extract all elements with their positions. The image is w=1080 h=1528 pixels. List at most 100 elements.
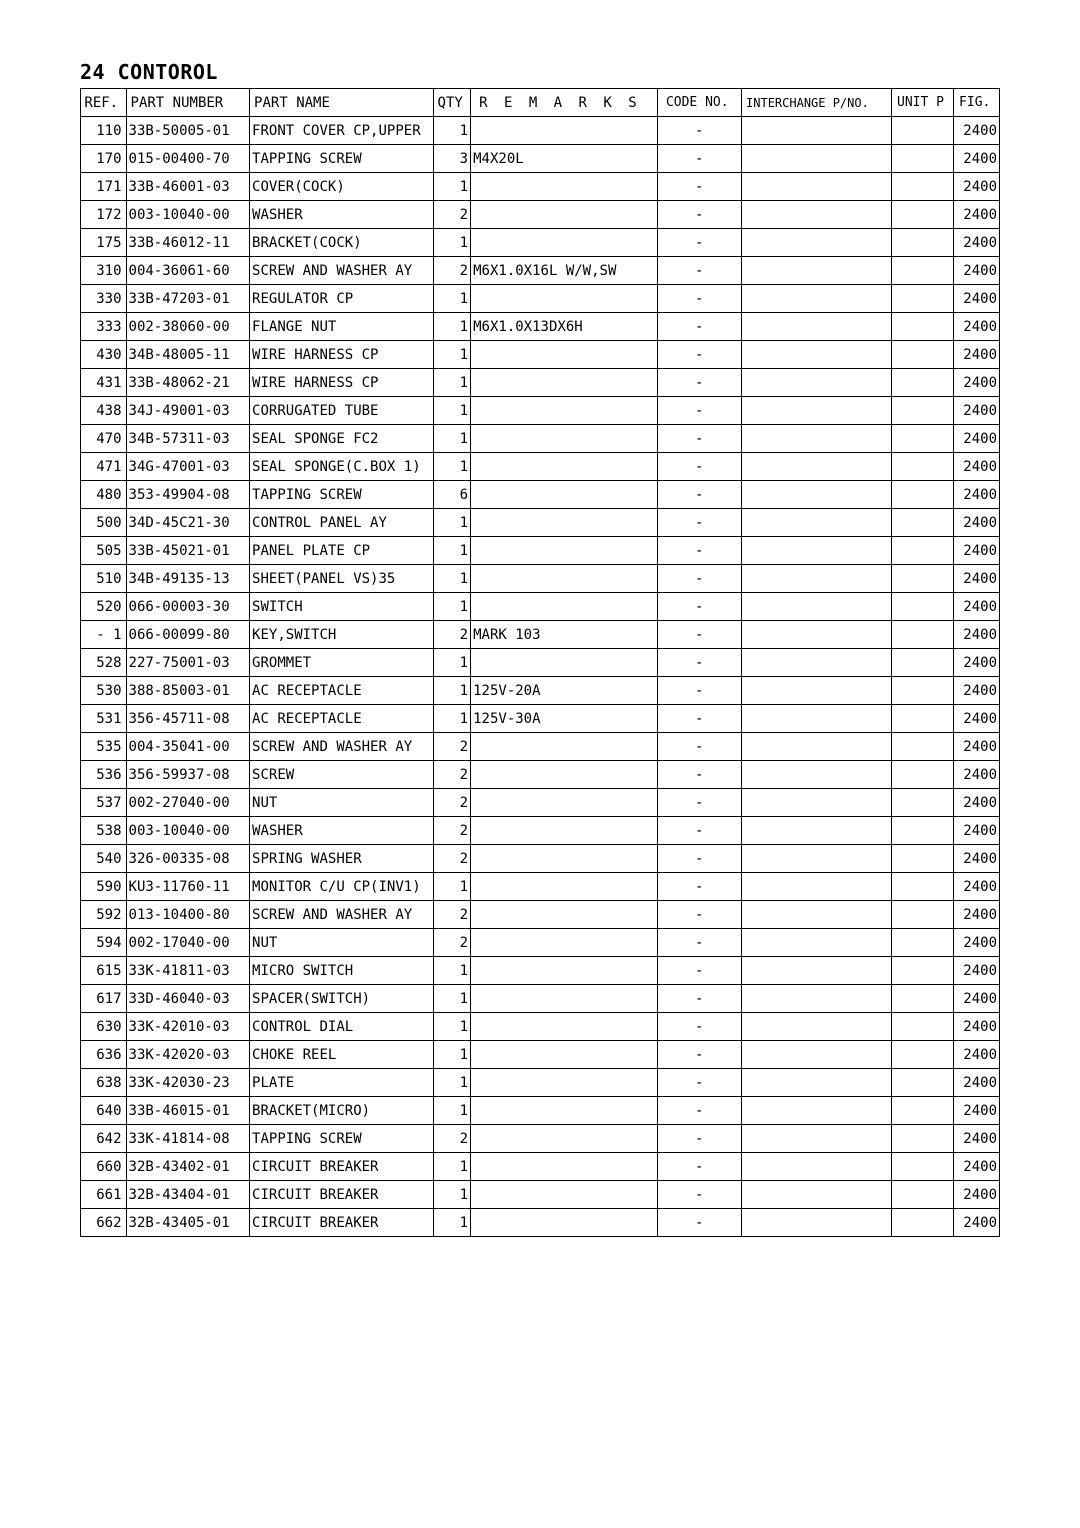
cell-rem — [471, 873, 657, 901]
cell-rem — [471, 957, 657, 985]
cell-ref: 505 — [81, 537, 127, 565]
cell-code: - — [657, 1041, 742, 1069]
cell-rem — [471, 901, 657, 929]
cell-rem — [471, 173, 657, 201]
table-row: 520066-00003-30SWITCH1-2400 — [81, 593, 1000, 621]
cell-rem — [471, 1209, 657, 1237]
cell-ref: 520 — [81, 593, 127, 621]
cell-rem — [471, 509, 657, 537]
cell-fig: 2400 — [954, 789, 1000, 817]
cell-inter — [742, 285, 892, 313]
cell-part: 34B-48005-11 — [126, 341, 250, 369]
table-row: 47134G-47001-03SEAL SPONGE(C.BOX 1)1-240… — [81, 453, 1000, 481]
cell-part: 066-00003-30 — [126, 593, 250, 621]
cell-unit — [891, 285, 954, 313]
cell-inter — [742, 1041, 892, 1069]
col-inter: INTERCHANGE P/NO. — [742, 89, 892, 117]
cell-fig: 2400 — [954, 901, 1000, 929]
cell-unit — [891, 397, 954, 425]
cell-name: BRACKET(MICRO) — [250, 1097, 434, 1125]
page-title: 24 CONTOROL — [80, 60, 1000, 84]
cell-ref: 310 — [81, 257, 127, 285]
cell-unit — [891, 453, 954, 481]
cell-name: NUT — [250, 789, 434, 817]
cell-fig: 2400 — [954, 453, 1000, 481]
cell-unit — [891, 565, 954, 593]
cell-rem — [471, 1125, 657, 1153]
table-row: 43834J-49001-03CORRUGATED TUBE1-2400 — [81, 397, 1000, 425]
cell-part: 356-59937-08 — [126, 761, 250, 789]
cell-qty: 1 — [434, 649, 471, 677]
cell-fig: 2400 — [954, 565, 1000, 593]
table-row: 11033B-50005-01FRONT COVER CP,UPPER1-240… — [81, 117, 1000, 145]
cell-unit — [891, 1097, 954, 1125]
table-row: 540326-00335-08SPRING WASHER2-2400 — [81, 845, 1000, 873]
cell-unit — [891, 789, 954, 817]
cell-name: CONTROL DIAL — [250, 1013, 434, 1041]
cell-ref: 170 — [81, 145, 127, 173]
table-row: 17533B-46012-11BRACKET(COCK)1-2400 — [81, 229, 1000, 257]
cell-code: - — [657, 593, 742, 621]
cell-ref: 530 — [81, 677, 127, 705]
cell-fig: 2400 — [954, 1181, 1000, 1209]
cell-inter — [742, 957, 892, 985]
table-row: 594002-17040-00NUT2-2400 — [81, 929, 1000, 957]
cell-rem — [471, 1153, 657, 1181]
cell-unit — [891, 313, 954, 341]
cell-unit — [891, 173, 954, 201]
cell-fig: 2400 — [954, 117, 1000, 145]
cell-rem — [471, 817, 657, 845]
cell-fig: 2400 — [954, 621, 1000, 649]
cell-fig: 2400 — [954, 201, 1000, 229]
cell-rem: M6X1.0X13DX6H — [471, 313, 657, 341]
cell-fig: 2400 — [954, 341, 1000, 369]
table-row: 47034B-57311-03SEAL SPONGE FC21-2400 — [81, 425, 1000, 453]
cell-inter — [742, 1125, 892, 1153]
cell-part: 32B-43405-01 — [126, 1209, 250, 1237]
cell-code: - — [657, 1209, 742, 1237]
cell-inter — [742, 117, 892, 145]
cell-qty: 1 — [434, 1041, 471, 1069]
cell-qty: 2 — [434, 201, 471, 229]
cell-unit — [891, 341, 954, 369]
cell-code: - — [657, 285, 742, 313]
cell-unit — [891, 425, 954, 453]
cell-unit — [891, 1013, 954, 1041]
cell-inter — [742, 1181, 892, 1209]
cell-qty: 1 — [434, 285, 471, 313]
cell-part: 015-00400-70 — [126, 145, 250, 173]
cell-rem — [471, 593, 657, 621]
cell-unit — [891, 649, 954, 677]
cell-code: - — [657, 509, 742, 537]
table-row: 64233K-41814-08TAPPING SCREW2-2400 — [81, 1125, 1000, 1153]
cell-fig: 2400 — [954, 481, 1000, 509]
table-row: 63633K-42020-03CHOKE REEL1-2400 — [81, 1041, 1000, 1069]
cell-ref: 330 — [81, 285, 127, 313]
cell-code: - — [657, 1013, 742, 1041]
cell-name: SCREW — [250, 761, 434, 789]
cell-rem — [471, 537, 657, 565]
cell-unit — [891, 677, 954, 705]
col-fig: FIG. — [954, 89, 1000, 117]
cell-name: MICRO SWITCH — [250, 957, 434, 985]
cell-ref: 438 — [81, 397, 127, 425]
cell-unit — [891, 369, 954, 397]
cell-ref: 535 — [81, 733, 127, 761]
cell-rem — [471, 229, 657, 257]
cell-ref: 500 — [81, 509, 127, 537]
cell-qty: 1 — [434, 1181, 471, 1209]
cell-qty: 1 — [434, 985, 471, 1013]
cell-ref: 430 — [81, 341, 127, 369]
cell-unit — [891, 705, 954, 733]
cell-part: 003-10040-00 — [126, 201, 250, 229]
cell-qty: 1 — [434, 565, 471, 593]
cell-ref: 592 — [81, 901, 127, 929]
cell-qty: 6 — [434, 481, 471, 509]
cell-ref: 110 — [81, 117, 127, 145]
cell-fig: 2400 — [954, 1153, 1000, 1181]
cell-inter — [742, 397, 892, 425]
col-rem: R E M A R K S — [471, 89, 657, 117]
cell-inter — [742, 145, 892, 173]
cell-part: 32B-43402-01 — [126, 1153, 250, 1181]
cell-qty: 1 — [434, 397, 471, 425]
